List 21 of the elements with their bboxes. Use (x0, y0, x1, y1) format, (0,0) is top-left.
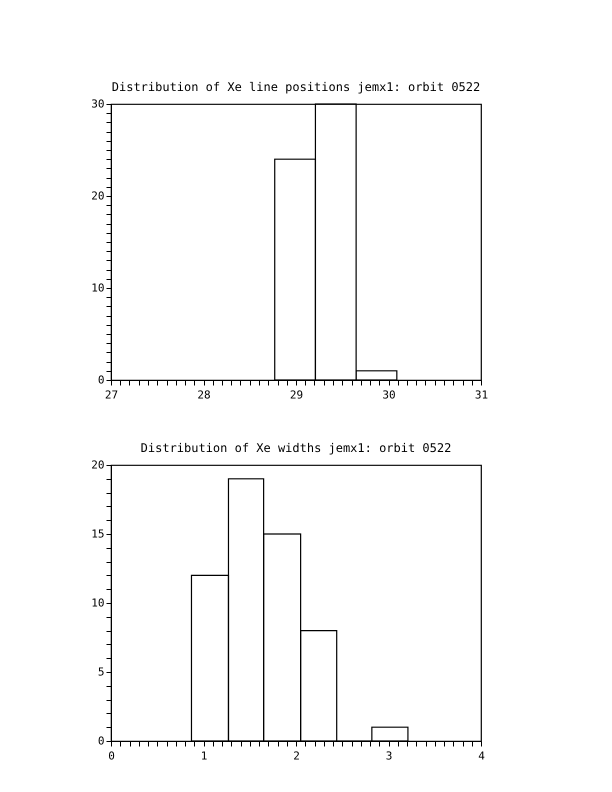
y-tick-label: 10 (91, 282, 104, 294)
x-tick-label: 4 (478, 750, 486, 762)
y-tick-label: 0 (98, 374, 104, 386)
y-tick-label: 0 (98, 734, 104, 748)
x-tick-label: 31 (474, 388, 488, 402)
chart-title: Distribution of Xe widths jemx1: orbit 0522 (140, 441, 452, 455)
chart-title: Distribution of Xe line positions jemx1: orbit 0522 (112, 80, 480, 94)
x-tick-label: 2 (293, 750, 300, 762)
x-tick-label: 0 (108, 750, 115, 762)
x-tick-label: 28 (197, 388, 211, 402)
y-tick-label: 20 (91, 190, 104, 202)
y-tick-label: 20 (91, 458, 104, 472)
x-tick-label: 29 (290, 388, 304, 402)
y-tick-label: 10 (91, 596, 104, 610)
y-tick-label: 30 (91, 98, 104, 110)
y-tick-label: 15 (91, 528, 104, 540)
x-tick-label: 30 (382, 388, 396, 402)
x-tick-label: 27 (104, 388, 118, 402)
x-tick-label: 1 (200, 750, 208, 762)
y-tick-label: 5 (98, 666, 104, 678)
x-tick-label: 3 (386, 750, 392, 762)
